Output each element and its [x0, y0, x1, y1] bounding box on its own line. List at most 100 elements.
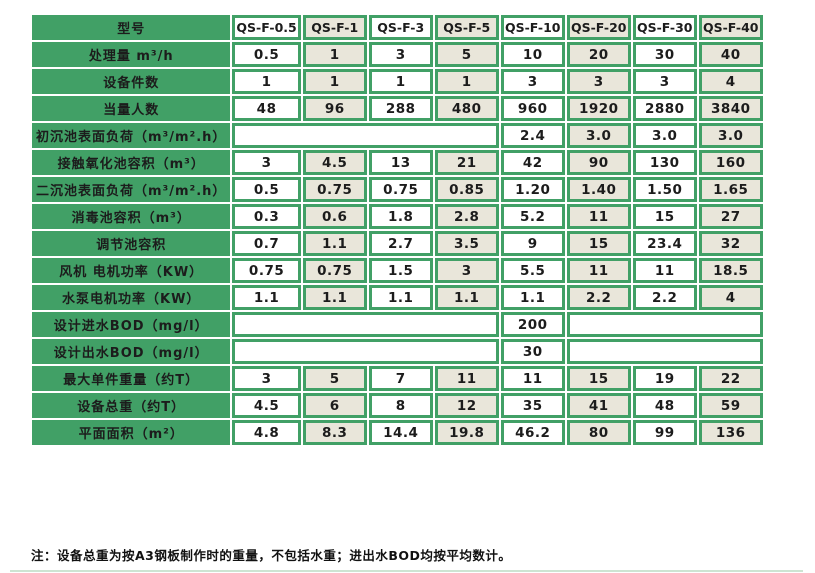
- spec-value-cell: 1: [232, 69, 301, 94]
- spec-value-cell: 35: [500, 393, 565, 418]
- spec-value-cell: 11: [500, 366, 565, 391]
- spec-value-cell: 480: [434, 96, 499, 121]
- spec-value-cell: 48: [632, 393, 697, 418]
- row-label-cell: 处理量 m³/h: [32, 42, 231, 67]
- spec-value-cell: 3.0: [566, 123, 631, 148]
- spec-value-cell: 30: [500, 339, 565, 364]
- spec-value-cell: 200: [500, 312, 565, 337]
- spec-value-cell: 0.5: [232, 42, 301, 67]
- spec-value-cell: 23.4: [632, 231, 697, 256]
- spec-value-cell: 1920: [566, 96, 631, 121]
- spec-value-cell: 0.75: [368, 177, 433, 202]
- row-label-cell: 平面面积（m²）: [32, 420, 231, 445]
- spec-value-cell: 0.75: [232, 258, 301, 283]
- spec-value-cell: 19: [632, 366, 697, 391]
- spec-row: 初沉池表面负荷（m³/m².h） 2.4 3.0 3.0 3.0: [32, 123, 763, 148]
- spec-row: 处理量 m³/h 0.5 1 3 5 10 20 30 40: [32, 42, 763, 67]
- row-label-cell: 二沉池表面负荷（m³/m².h）: [32, 177, 231, 202]
- spec-table: 型号 QS-F-0.5 QS-F-1 QS-F-3 QS-F-5 QS-F-10 QS-F-…: [30, 13, 765, 447]
- spec-value-cell: 5: [302, 366, 367, 391]
- spec-value-cell: 130: [632, 150, 697, 175]
- spec-value-cell: 30: [632, 42, 697, 67]
- spec-value-cell: 0.3: [232, 204, 301, 229]
- spec-value-cell: 0.6: [302, 204, 367, 229]
- merged-empty-cell: [566, 312, 763, 337]
- spec-value-cell: 2.2: [632, 285, 697, 310]
- header-row: 型号 QS-F-0.5 QS-F-1 QS-F-3 QS-F-5 QS-F-10 QS-F-…: [32, 15, 763, 40]
- spec-value-cell: 5.5: [500, 258, 565, 283]
- spec-value-cell: 3: [632, 69, 697, 94]
- spec-value-cell: 99: [632, 420, 697, 445]
- spec-value-cell: 15: [632, 204, 697, 229]
- spec-value-cell: 11: [566, 258, 631, 283]
- spec-value-cell: 27: [698, 204, 763, 229]
- spec-value-cell: 0.85: [434, 177, 499, 202]
- row-label-cell: 设计出水BOD（mg/l）: [32, 339, 231, 364]
- spec-row: 最大单件重量（约T） 3 5 7 11 11 15 19 22: [32, 366, 763, 391]
- spec-value-cell: 1: [302, 42, 367, 67]
- spec-value-cell: 32: [698, 231, 763, 256]
- spec-value-cell: 1: [434, 69, 499, 94]
- spec-value-cell: 2880: [632, 96, 697, 121]
- spec-value-cell: 3: [566, 69, 631, 94]
- spec-table-body: 型号 QS-F-0.5 QS-F-1 QS-F-3 QS-F-5 QS-F-10 QS-F-…: [32, 15, 763, 445]
- spec-value-cell: 0.7: [232, 231, 301, 256]
- spec-value-cell: 1.8: [368, 204, 433, 229]
- row-label-cell: 风机 电机功率（KW）: [32, 258, 231, 283]
- spec-value-cell: 11: [566, 204, 631, 229]
- spec-value-cell: 3.0: [698, 123, 763, 148]
- spec-value-cell: 288: [368, 96, 433, 121]
- spec-row: 调节池容积 0.7 1.1 2.7 3.5 9 15 23.4 32: [32, 231, 763, 256]
- spec-value-cell: 20: [566, 42, 631, 67]
- spec-row: 水泵电机功率（KW） 1.1 1.1 1.1 1.1 1.1 2.2 2.2 4: [32, 285, 763, 310]
- spec-value-cell: 5.2: [500, 204, 565, 229]
- spec-value-cell: 13: [368, 150, 433, 175]
- model-header-cell: QS-F-30: [632, 15, 697, 40]
- bottom-rule: [10, 570, 803, 572]
- spec-row: 设备总重（约T） 4.5 6 8 12 35 41 48 59: [32, 393, 763, 418]
- row-label-cell: 接触氧化池容积（m³）: [32, 150, 231, 175]
- spec-value-cell: 19.8: [434, 420, 499, 445]
- spec-value-cell: 3840: [698, 96, 763, 121]
- spec-value-cell: 3: [500, 69, 565, 94]
- spec-value-cell: 1.20: [500, 177, 565, 202]
- spec-value-cell: 1.65: [698, 177, 763, 202]
- model-header-cell: QS-F-10: [500, 15, 565, 40]
- row-label-cell: 当量人数: [32, 96, 231, 121]
- spec-value-cell: 0.5: [232, 177, 301, 202]
- spec-value-cell: 4: [698, 69, 763, 94]
- row-label-cell: 设计进水BOD（mg/l）: [32, 312, 231, 337]
- spec-value-cell: 1: [302, 69, 367, 94]
- row-label-cell: 消毒池容积（m³）: [32, 204, 231, 229]
- spec-value-cell: 3: [232, 150, 301, 175]
- spec-value-cell: 1.1: [368, 285, 433, 310]
- spec-value-cell: 3.5: [434, 231, 499, 256]
- spec-value-cell: 3: [434, 258, 499, 283]
- spec-value-cell: 3.0: [632, 123, 697, 148]
- merged-empty-cell: [232, 123, 499, 148]
- spec-value-cell: 48: [232, 96, 301, 121]
- spec-value-cell: 3: [232, 366, 301, 391]
- spec-value-cell: 136: [698, 420, 763, 445]
- spec-value-cell: 2.4: [500, 123, 565, 148]
- model-header-cell: QS-F-0.5: [232, 15, 301, 40]
- spec-value-cell: 6: [302, 393, 367, 418]
- spec-value-cell: 46.2: [500, 420, 565, 445]
- row-label-cell: 设备件数: [32, 69, 231, 94]
- spec-value-cell: 4: [698, 285, 763, 310]
- spec-row: 设计出水BOD（mg/l） 30: [32, 339, 763, 364]
- spec-row: 接触氧化池容积（m³） 3 4.5 13 21 42 90 130 160: [32, 150, 763, 175]
- model-header-cell: QS-F-40: [698, 15, 763, 40]
- spec-value-cell: 80: [566, 420, 631, 445]
- model-header-cell: QS-F-5: [434, 15, 499, 40]
- spec-value-cell: 8: [368, 393, 433, 418]
- spec-value-cell: 8.3: [302, 420, 367, 445]
- merged-empty-cell: [566, 339, 763, 364]
- spec-value-cell: 40: [698, 42, 763, 67]
- spec-value-cell: 1.50: [632, 177, 697, 202]
- row-label-cell: 最大单件重量（约T）: [32, 366, 231, 391]
- spec-value-cell: 1.1: [434, 285, 499, 310]
- spec-value-cell: 4.5: [232, 393, 301, 418]
- spec-value-cell: 1.5: [368, 258, 433, 283]
- spec-value-cell: 90: [566, 150, 631, 175]
